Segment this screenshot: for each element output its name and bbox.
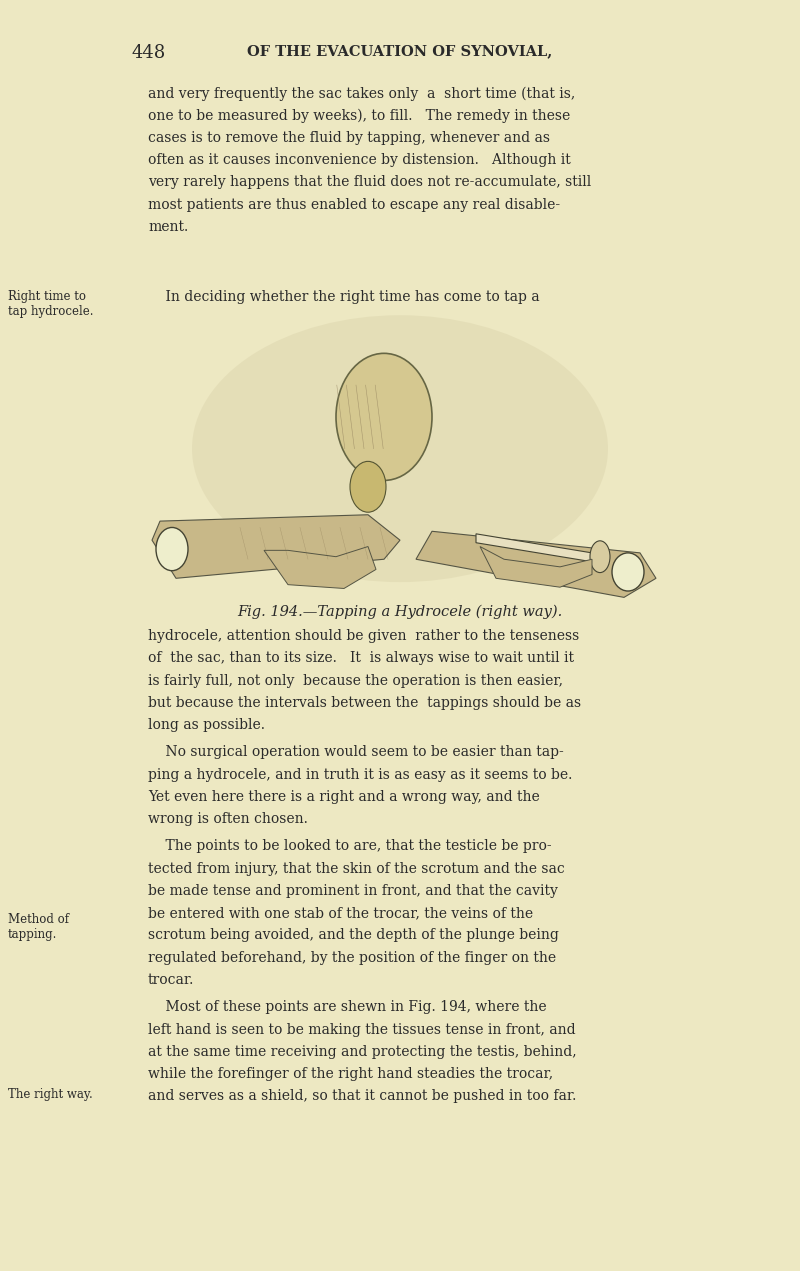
Text: Most of these points are shewn in Fig. 194, where the: Most of these points are shewn in Fig. 1…	[148, 1000, 546, 1014]
Text: The right way.: The right way.	[8, 1088, 93, 1101]
Ellipse shape	[156, 527, 188, 571]
Text: Fig. 194.—Tapping a Hydrocele (right way).: Fig. 194.—Tapping a Hydrocele (right way…	[238, 605, 562, 619]
Text: ment.: ment.	[148, 220, 188, 234]
Text: most patients are thus enabled to escape any real disable-: most patients are thus enabled to escape…	[148, 197, 560, 212]
Text: often as it causes inconvenience by distension.   Although it: often as it causes inconvenience by dist…	[148, 153, 570, 168]
Text: be made tense and prominent in front, and that the cavity: be made tense and prominent in front, an…	[148, 885, 558, 899]
Text: No surgical operation would seem to be easier than tap-: No surgical operation would seem to be e…	[148, 746, 564, 760]
Polygon shape	[152, 515, 400, 578]
Text: OF THE EVACUATION OF SYNOVIAL,: OF THE EVACUATION OF SYNOVIAL,	[247, 44, 553, 58]
Ellipse shape	[336, 353, 432, 480]
Text: very rarely happens that the fluid does not re-accumulate, still: very rarely happens that the fluid does …	[148, 175, 591, 189]
Text: while the forefinger of the right hand steadies the trocar,: while the forefinger of the right hand s…	[148, 1068, 553, 1082]
Text: ping a hydrocele, and in truth it is as easy as it seems to be.: ping a hydrocele, and in truth it is as …	[148, 768, 572, 782]
Text: at the same time receiving and protecting the testis, behind,: at the same time receiving and protectin…	[148, 1045, 577, 1059]
Text: regulated beforehand, by the position of the finger on the: regulated beforehand, by the position of…	[148, 951, 556, 965]
Text: wrong is often chosen.: wrong is often chosen.	[148, 812, 308, 826]
Text: hydrocele, attention should be given  rather to the tenseness: hydrocele, attention should be given rat…	[148, 629, 579, 643]
Text: and serves as a shield, so that it cannot be pushed in too far.: and serves as a shield, so that it canno…	[148, 1089, 576, 1103]
Ellipse shape	[192, 315, 608, 582]
Text: scrotum being avoided, and the depth of the plunge being: scrotum being avoided, and the depth of …	[148, 929, 559, 943]
Text: but because the intervals between the  tappings should be as: but because the intervals between the ta…	[148, 697, 581, 710]
Polygon shape	[480, 547, 592, 587]
Polygon shape	[416, 531, 656, 597]
Text: cases is to remove the fluid by tapping, whenever and as: cases is to remove the fluid by tapping,…	[148, 131, 550, 145]
Text: left hand is seen to be making the tissues tense in front, and: left hand is seen to be making the tissu…	[148, 1023, 576, 1037]
Text: Right time to
tap hydrocele.: Right time to tap hydrocele.	[8, 290, 94, 318]
Text: is fairly full, not only  because the operation is then easier,: is fairly full, not only because the ope…	[148, 674, 563, 688]
Polygon shape	[264, 547, 376, 588]
Ellipse shape	[612, 553, 644, 591]
Text: The points to be looked to are, that the testicle be pro-: The points to be looked to are, that the…	[148, 840, 552, 854]
Ellipse shape	[590, 541, 610, 572]
Text: Method of
tapping.: Method of tapping.	[8, 913, 69, 941]
Text: be entered with one stab of the trocar, the veins of the: be entered with one stab of the trocar, …	[148, 906, 533, 920]
Polygon shape	[476, 534, 592, 562]
Text: trocar.: trocar.	[148, 974, 194, 988]
Text: long as possible.: long as possible.	[148, 718, 265, 732]
Text: of  the sac, than to its size.   It  is always wise to wait until it: of the sac, than to its size. It is alwa…	[148, 651, 574, 666]
Text: and very frequently the sac takes only  a  short time (that is,: and very frequently the sac takes only a…	[148, 86, 575, 100]
Text: In deciding whether the right time has come to tap a: In deciding whether the right time has c…	[148, 290, 540, 304]
Text: tected from injury, that the skin of the scrotum and the sac: tected from injury, that the skin of the…	[148, 862, 565, 876]
Text: 448: 448	[132, 44, 166, 62]
Ellipse shape	[350, 461, 386, 512]
Text: Yet even here there is a right and a wrong way, and the: Yet even here there is a right and a wro…	[148, 791, 540, 805]
Text: one to be measured by weeks), to fill.   The remedy in these: one to be measured by weeks), to fill. T…	[148, 108, 570, 123]
